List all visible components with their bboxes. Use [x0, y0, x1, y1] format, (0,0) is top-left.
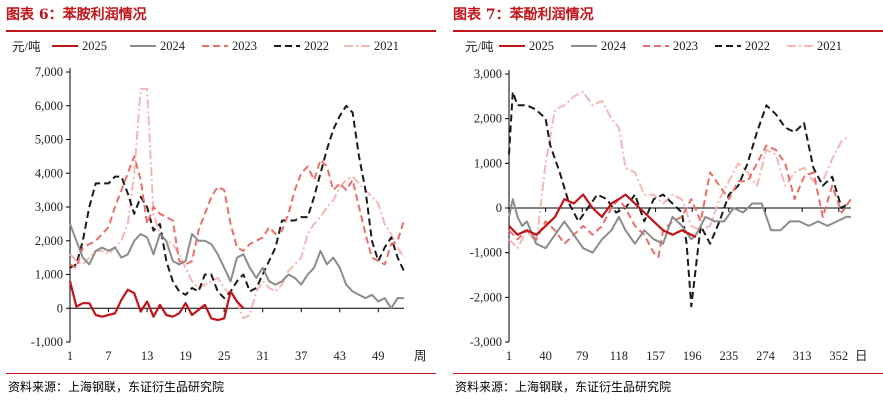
phenol-profit-chart: 元/吨 -3,000 -2,000 -1,000 0 1,000 2,000 3,000 1 40…	[465, 39, 868, 363]
panel-aniline-profit: 图表 6：苯胺利润情况 元/吨 -1,000 0 1,000 2,000 3,000 4,0…	[0, 0, 436, 406]
x-tick-label: 79	[576, 349, 589, 363]
y-tick-label: 0	[496, 201, 502, 215]
x-tick-label: 196	[683, 349, 702, 363]
x-tick-label: 1	[67, 349, 73, 363]
x-tick-label: 274	[756, 349, 776, 363]
chart-title: 图表 7：苯酚利润情况	[453, 7, 594, 23]
y-tick-label: -1,000	[470, 246, 502, 260]
x-tick-label: 313	[793, 349, 812, 363]
legend-label-2025: 2025	[529, 39, 554, 53]
legend-label-2023: 2023	[673, 39, 698, 53]
series-line-2022	[508, 90, 849, 308]
y-tick-label: 0	[57, 301, 63, 315]
y-tick-label: 3,000	[474, 67, 502, 81]
y-unit-label: 元/吨	[465, 40, 494, 54]
panel-phenol-profit: 图表 7：苯酚利润情况 元/吨 -3,000 -2,000 -1,000 0 1,000 2…	[447, 0, 883, 406]
x-tick-label: 157	[646, 349, 665, 363]
y-tick-label: 5,000	[35, 133, 63, 147]
y-tick-label: -1,000	[31, 335, 63, 349]
series-line-2021	[508, 90, 849, 250]
aniline-profit-chart: 元/吨 -1,000 0 1,000 2,000 3,000 4,000 5,000 6,000…	[12, 39, 427, 363]
y-tick-label: -3,000	[470, 335, 502, 349]
y-unit-label: 元/吨	[12, 40, 41, 54]
legend-label-2021: 2021	[817, 39, 842, 53]
x-axis-label: 日	[855, 349, 868, 363]
series-line-2022	[69, 104, 405, 300]
y-tick-label: 3,000	[35, 200, 63, 214]
legend-label-2022: 2022	[304, 39, 329, 53]
legend-label-2021: 2021	[374, 39, 399, 53]
title-divider	[6, 30, 436, 32]
x-tick-label: 1	[506, 349, 512, 363]
source-divider	[6, 373, 436, 374]
x-axis-label: 周	[414, 349, 427, 363]
x-tick-label: 19	[179, 349, 192, 363]
chart-title: 图表 6：苯胺利润情况	[6, 7, 147, 23]
series-line-2023	[508, 144, 852, 259]
x-tick-label: 7	[105, 349, 111, 363]
x-tick-label: 31	[256, 349, 269, 363]
x-tick-label: 25	[218, 349, 231, 363]
x-tick-label: 43	[334, 349, 347, 363]
source-note: 资料来源：上海钢联，东证衍生品研究院	[8, 380, 225, 394]
legend-label-2025: 2025	[82, 39, 107, 53]
x-tick-label: 352	[829, 349, 848, 363]
source-note: 资料来源：上海钢联，东证衍生品研究院	[455, 380, 672, 394]
legend-label-2023: 2023	[232, 39, 257, 53]
y-tick-label: 7,000	[35, 65, 63, 79]
legend-label-2022: 2022	[745, 39, 770, 53]
source-divider	[453, 373, 883, 374]
x-tick-label: 37	[295, 349, 308, 363]
x-tick-label: 118	[610, 349, 628, 363]
y-tick-label: 2,000	[35, 234, 63, 248]
legend-label-2024: 2024	[160, 39, 186, 53]
series-line-2025	[508, 193, 697, 238]
y-tick-label: 4,000	[35, 166, 63, 180]
series-line-2023	[69, 155, 405, 269]
x-tick-label: 235	[719, 349, 738, 363]
series-line-2025	[68, 281, 245, 322]
series-line-2024	[508, 198, 851, 254]
y-tick-label: 1,000	[35, 268, 63, 282]
x-tick-label: 49	[372, 349, 385, 363]
x-tick-label: 40	[539, 349, 552, 363]
y-tick-label: 2,000	[474, 112, 502, 126]
x-tick-label: 13	[141, 349, 154, 363]
title-divider	[453, 30, 883, 32]
y-tick-label: 6,000	[35, 99, 63, 113]
y-tick-label: -2,000	[470, 290, 502, 304]
y-tick-label: 1,000	[474, 156, 502, 170]
series-line-2024	[69, 223, 404, 310]
legend-label-2024: 2024	[601, 39, 627, 53]
